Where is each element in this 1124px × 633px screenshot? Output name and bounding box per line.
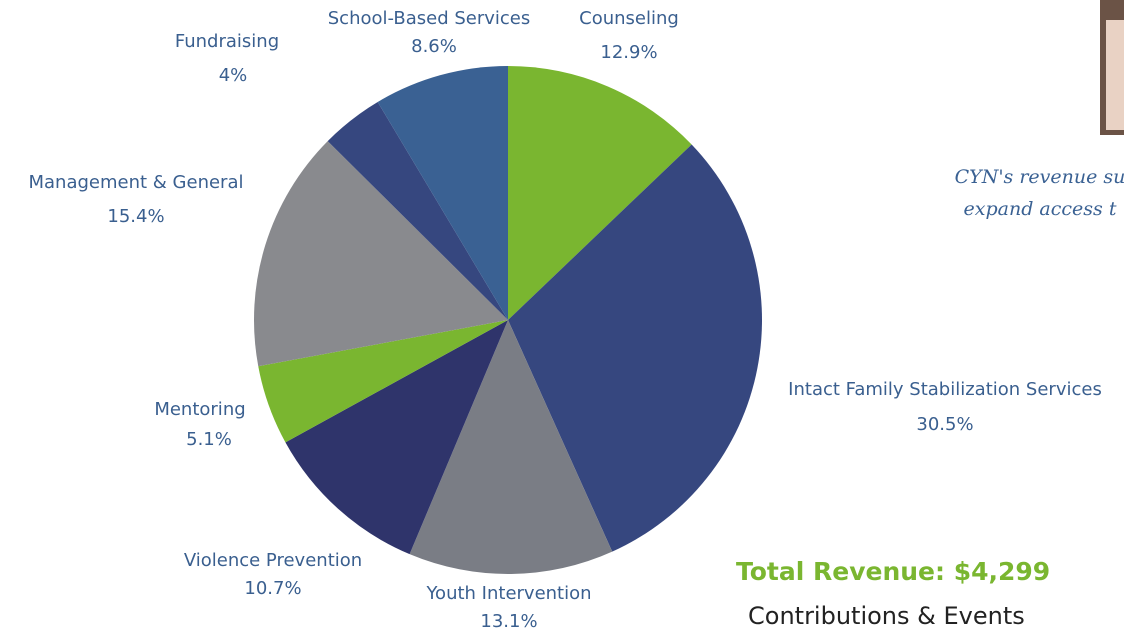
total-revenue: Total Revenue: $4,299	[736, 557, 1050, 586]
slice-label: Mentoring	[154, 399, 245, 420]
chart: CYN's revenue su expand access t Total R…	[0, 0, 1124, 633]
photo-detail	[1106, 20, 1124, 130]
slice-label: Management & General	[29, 172, 244, 193]
annotation: CYN's revenue su	[955, 166, 1124, 188]
slice-label: Intact Family Stabilization Services	[788, 379, 1102, 400]
annotation: expand access t	[964, 198, 1117, 220]
slice-value: 5.1%	[186, 429, 232, 450]
slice-label: School-Based Services	[328, 8, 531, 29]
slice-value: 15.4%	[107, 206, 164, 227]
subtitle: Contributions & Events	[748, 602, 1025, 630]
slice-value: 8.6%	[411, 36, 457, 57]
slice-value: 30.5%	[916, 414, 973, 435]
slice-label: Violence Prevention	[184, 550, 362, 571]
slice-value: 13.1%	[480, 611, 537, 632]
slice-value: 4%	[219, 65, 248, 86]
slice-value: 12.9%	[600, 42, 657, 63]
slice-label: Youth Intervention	[425, 583, 591, 604]
slice-label: Fundraising	[175, 31, 279, 52]
slice-label: Counseling	[579, 8, 679, 29]
slice-value: 10.7%	[244, 578, 301, 599]
